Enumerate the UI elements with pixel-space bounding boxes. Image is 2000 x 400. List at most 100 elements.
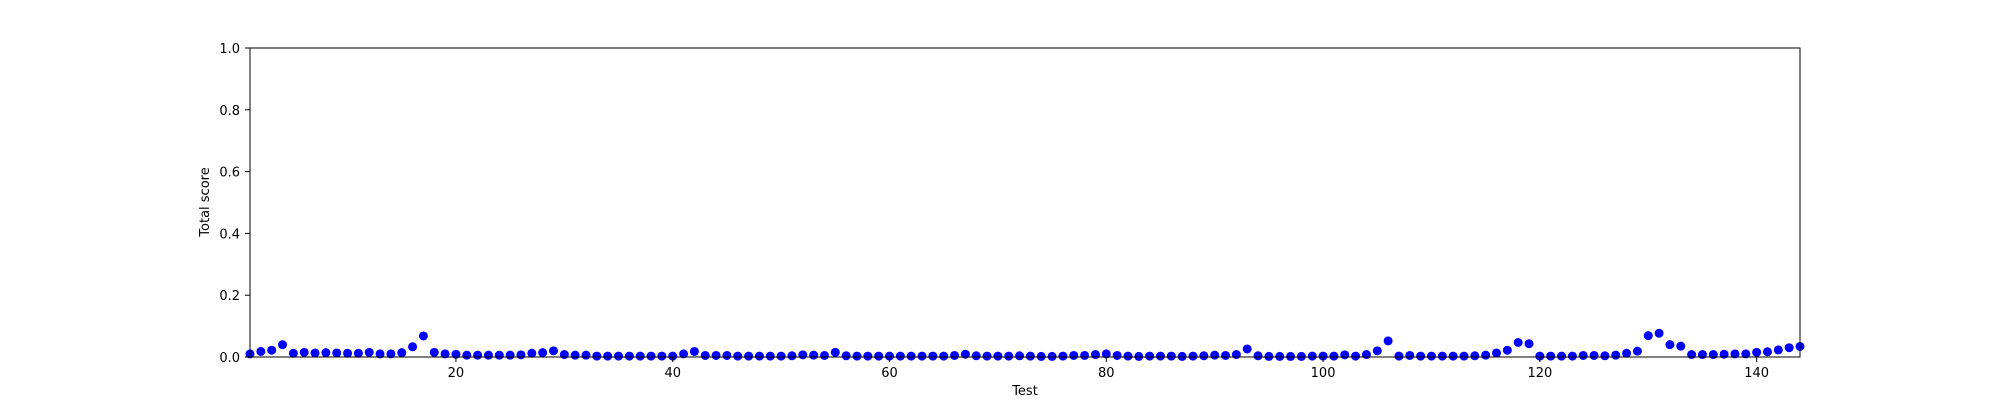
data-point	[1773, 345, 1783, 355]
data-point	[1730, 349, 1740, 359]
data-point	[1481, 350, 1491, 360]
data-point	[1155, 351, 1165, 361]
x-axis: 20 40 60 80 100 120 140	[448, 357, 1769, 381]
data-point	[993, 351, 1003, 361]
data-point	[1448, 351, 1458, 361]
data-point	[1611, 350, 1621, 360]
y-tick-label: 1.0	[219, 42, 240, 57]
data-point	[288, 348, 298, 358]
x-tick-label: 80	[1098, 366, 1115, 381]
data-point	[1275, 351, 1285, 361]
data-point	[1426, 351, 1436, 361]
data-point	[1546, 351, 1556, 361]
data-point	[1437, 351, 1447, 361]
data-point	[1643, 331, 1653, 341]
data-point	[1513, 337, 1523, 347]
data-point	[516, 350, 526, 360]
data-point	[1080, 350, 1090, 360]
x-tick-label: 100	[1311, 366, 1336, 381]
data-point	[895, 351, 905, 361]
data-point	[885, 351, 895, 361]
data-point	[917, 351, 927, 361]
data-point	[1687, 350, 1697, 360]
data-point	[787, 351, 797, 361]
data-point	[603, 351, 613, 361]
data-point	[700, 350, 710, 360]
data-point	[1188, 351, 1198, 361]
data-point	[754, 351, 764, 361]
data-point	[1665, 340, 1675, 350]
data-point	[1383, 336, 1393, 346]
data-point	[722, 350, 732, 360]
data-point	[744, 351, 754, 361]
data-point	[1578, 350, 1588, 360]
data-point	[939, 351, 949, 361]
data-point	[451, 349, 461, 359]
data-point	[971, 351, 981, 361]
data-point	[668, 351, 678, 361]
x-axis-label: Test	[1011, 384, 1038, 399]
data-point	[950, 350, 960, 360]
y-tick-label: 0.8	[219, 104, 240, 119]
data-point	[462, 350, 472, 360]
data-point	[1090, 350, 1100, 360]
data-point	[1622, 348, 1632, 358]
data-point	[809, 350, 819, 360]
data-point	[1416, 351, 1426, 361]
y-tick-label: 0.4	[219, 227, 240, 242]
data-point	[657, 351, 667, 361]
data-point	[1231, 350, 1241, 360]
data-point	[960, 349, 970, 359]
data-point	[1492, 348, 1502, 358]
data-point	[527, 348, 537, 358]
data-point	[343, 348, 353, 358]
data-point	[819, 350, 829, 360]
data-point	[1524, 339, 1534, 349]
data-point	[1697, 350, 1707, 360]
data-point	[581, 350, 591, 360]
data-point	[874, 351, 884, 361]
y-tick-label: 0.2	[219, 289, 240, 304]
data-point	[375, 349, 385, 359]
data-point	[310, 348, 320, 358]
data-point	[1654, 328, 1664, 338]
y-tick-label: 0.0	[219, 351, 240, 366]
data-point	[1784, 343, 1794, 353]
data-point	[1372, 346, 1382, 356]
data-point	[321, 348, 331, 358]
data-point	[928, 351, 938, 361]
data-point	[256, 346, 266, 356]
data-point	[1405, 350, 1415, 360]
data-point	[538, 348, 548, 358]
data-point	[733, 351, 743, 361]
data-point	[386, 349, 396, 359]
data-point	[982, 351, 992, 361]
data-point	[1145, 351, 1155, 361]
data-point	[1535, 351, 1545, 361]
data-point	[473, 350, 483, 360]
y-tick-label: 0.6	[219, 166, 240, 181]
data-point	[1589, 350, 1599, 360]
x-tick-label: 40	[664, 366, 681, 381]
data-point	[776, 351, 786, 361]
y-axis-label: Total score	[198, 167, 213, 237]
x-tick-label: 60	[881, 366, 898, 381]
data-point	[1307, 351, 1317, 361]
data-point	[278, 340, 288, 350]
data-point	[1253, 351, 1263, 361]
data-point	[646, 351, 656, 361]
data-point	[1177, 351, 1187, 361]
data-point	[418, 331, 428, 341]
data-point	[841, 351, 851, 361]
data-point	[1340, 350, 1350, 360]
data-point	[1025, 351, 1035, 361]
data-point	[1134, 351, 1144, 361]
data-point	[679, 349, 689, 359]
data-point	[614, 351, 624, 361]
data-point	[332, 348, 342, 358]
data-point	[1459, 351, 1469, 361]
data-points	[245, 328, 1805, 361]
data-point	[1036, 351, 1046, 361]
data-point	[1264, 351, 1274, 361]
